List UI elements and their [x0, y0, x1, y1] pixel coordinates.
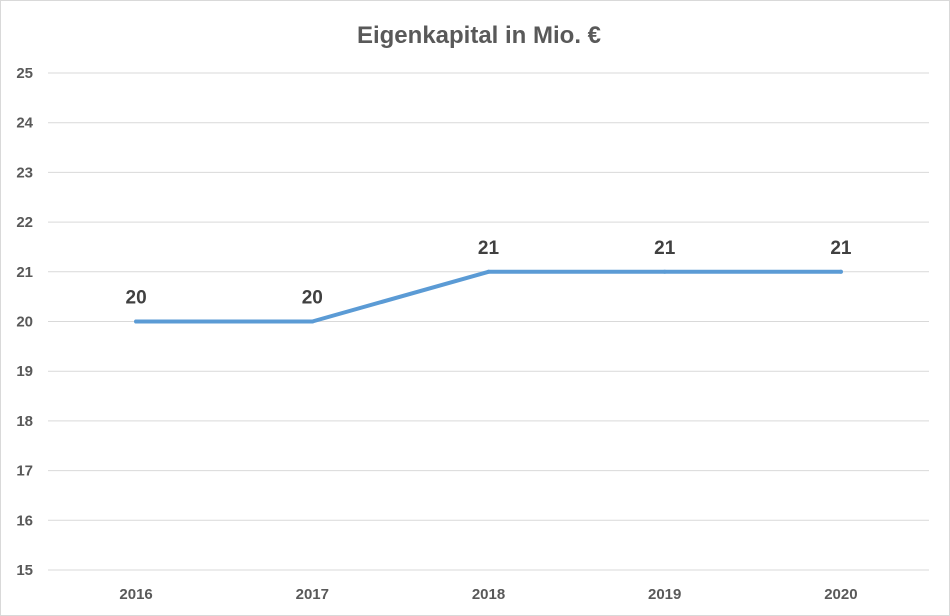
data-point: [310, 319, 315, 324]
y-tick-label: 25: [16, 65, 33, 82]
data-labels: 20 20 21 21 21: [126, 238, 852, 309]
x-tick-label: 2020: [824, 586, 857, 603]
chart-title: Eigenkapital in Mio. €: [357, 22, 601, 49]
y-tick-label: 19: [16, 363, 33, 380]
x-tick-label: 2019: [648, 586, 681, 603]
y-tick-label: 17: [16, 463, 33, 480]
data-label: 21: [830, 238, 852, 259]
series-line-group: [134, 269, 843, 324]
y-axis-ticks: 15 16 17 18 19 20 21 22 23 24 25: [16, 65, 33, 579]
data-label: 20: [302, 288, 323, 309]
y-tick-label: 20: [16, 314, 33, 331]
x-tick-label: 2018: [472, 586, 505, 603]
data-point: [662, 269, 667, 274]
data-label: 20: [126, 288, 147, 309]
y-tick-label: 24: [16, 115, 33, 132]
y-tick-label: 23: [16, 164, 33, 181]
data-label: 21: [654, 238, 676, 259]
y-tick-label: 21: [16, 264, 33, 281]
data-point: [838, 269, 843, 274]
series-line: [134, 269, 843, 324]
x-tick-label: 2017: [296, 586, 329, 603]
data-label: 21: [478, 238, 500, 259]
y-tick-label: 16: [16, 512, 33, 529]
x-tick-label: 2016: [119, 586, 152, 603]
y-tick-label: 15: [16, 562, 33, 579]
y-tick-label: 22: [16, 214, 33, 231]
data-point: [134, 319, 139, 324]
data-point: [486, 269, 491, 274]
y-tick-label: 18: [16, 413, 33, 430]
x-axis-ticks: 2016 2017 2018 2019 2020: [119, 586, 857, 603]
